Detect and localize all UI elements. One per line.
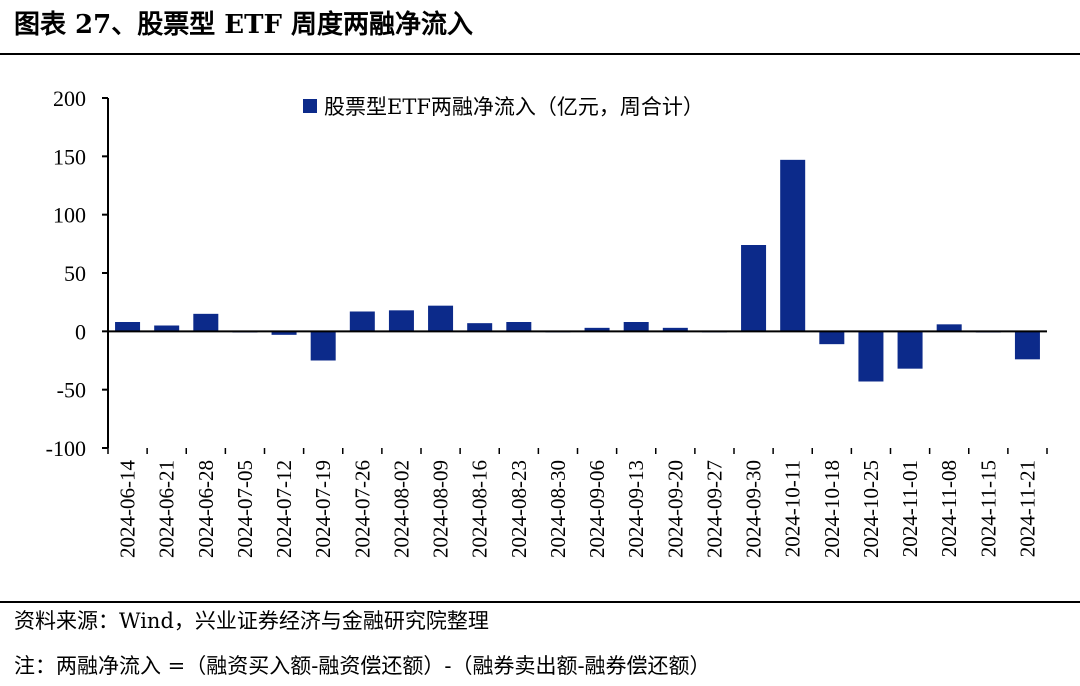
x-tick-label: 2024-07-19 [311,460,335,558]
x-tick-label: 2024-06-21 [155,460,179,558]
bar [506,322,532,332]
x-tick-label: 2024-11-08 [937,460,961,557]
bar [936,324,962,332]
bar [349,311,375,332]
x-tick-label: 2024-08-09 [429,460,453,558]
x-tick-label: 2024-06-28 [194,460,218,558]
bar [154,325,180,332]
bar [858,331,884,382]
legend-swatch [303,99,317,113]
x-tick-label: 2024-11-21 [1015,460,1039,557]
bar [115,322,141,332]
x-tick-label: 2024-09-27 [702,460,726,558]
bar [741,245,767,332]
bar [428,305,454,332]
figure-title: 图表 27、股票型 ETF 周度两融净流入 [14,10,473,40]
x-tick-label: 2024-06-14 [116,460,140,558]
y-tick-label: 50 [64,261,86,286]
x-tick-label: 2024-08-23 [507,460,531,558]
title-rule [0,53,1080,55]
bar [271,331,297,335]
x-tick-label: 2024-10-18 [820,460,844,558]
y-tick-label: 100 [53,203,86,228]
bar [897,331,923,369]
bar [193,313,219,332]
bottom-rule [0,601,1080,603]
bar [310,331,336,361]
x-tick-label: 2024-10-25 [859,460,883,558]
legend-label: 股票型ETF两融净流入（亿元，周合计） [324,95,704,119]
x-tick-label: 2024-07-12 [272,460,296,558]
y-tick-label: -100 [46,436,86,461]
bar [623,322,649,332]
x-tick-label: 2024-11-01 [898,460,922,557]
x-tick-label: 2024-09-06 [585,460,609,558]
x-tick-label: 2024-07-05 [233,460,257,558]
y-tick-label: 150 [53,144,86,169]
bar [780,159,806,332]
x-tick-label: 2024-08-30 [546,460,570,558]
bar [584,327,610,332]
source-note: 资料来源：Wind，兴业证券经济与金融研究院整理 [14,609,489,633]
x-tick-label: 2024-09-13 [624,460,648,558]
x-tick-label: 2024-09-20 [663,460,687,558]
x-tick-label: 2024-07-26 [350,460,374,558]
y-tick-label: -50 [57,378,86,403]
bar [662,327,688,332]
bar [467,323,493,332]
y-tick-label: 200 [53,86,86,111]
y-tick-label: 0 [75,319,86,344]
x-tick-label: 2024-11-15 [976,460,1000,557]
x-tick-label: 2024-08-02 [389,460,413,558]
x-tick-label: 2024-09-30 [742,460,766,558]
x-tick-label: 2024-10-11 [781,460,805,557]
bar [1014,331,1040,360]
formula-note: 注：两融净流入 =（融资买入额-融资偿还额）-（融券卖出额-融券偿还额） [14,654,711,678]
x-tick-label: 2024-08-16 [468,460,492,558]
bar-chart: -100 -50 0 50 100 150 200 2024-06-14 2024-06-21 2… [46,86,1048,558]
bar [388,310,414,332]
bar [819,331,845,345]
